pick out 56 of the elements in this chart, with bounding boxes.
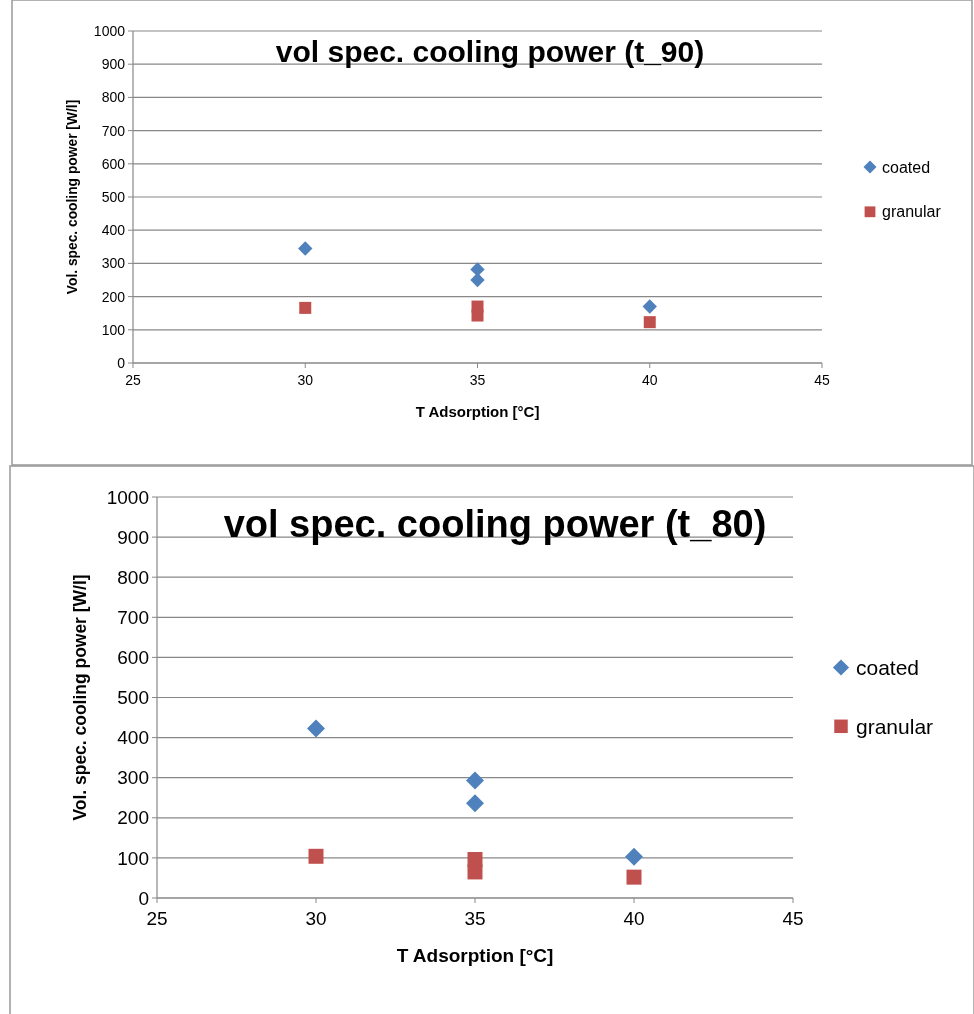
x-tick-label: 35 bbox=[464, 908, 486, 929]
y-tick-label: 700 bbox=[117, 606, 149, 628]
y-tick-label: 200 bbox=[117, 807, 149, 829]
point bbox=[642, 299, 657, 314]
point bbox=[466, 771, 484, 790]
point bbox=[466, 794, 484, 813]
point bbox=[467, 864, 483, 880]
x-axis-title: T Adsorption [°C] bbox=[415, 403, 540, 420]
y-tick-label: 800 bbox=[101, 89, 126, 106]
x-tick-label: 30 bbox=[297, 372, 314, 388]
x-tick-label: 25 bbox=[125, 372, 141, 388]
point bbox=[643, 316, 656, 329]
x-tick-label: 35 bbox=[469, 372, 486, 388]
point bbox=[471, 309, 484, 322]
y-tick-label: 800 bbox=[117, 566, 149, 588]
y-tick-label: 600 bbox=[101, 155, 126, 172]
y-axis-title: Vol. spec. cooling power [W/l] bbox=[70, 574, 90, 821]
y-tick-label: 300 bbox=[117, 767, 149, 789]
y-tick-label: 1000 bbox=[93, 22, 126, 39]
point bbox=[308, 848, 324, 864]
chart-title: vol spec. cooling power (t_80) bbox=[223, 503, 767, 545]
legend-label: granular bbox=[882, 203, 942, 221]
point bbox=[299, 301, 312, 314]
point bbox=[470, 272, 485, 288]
x-tick-label: 40 bbox=[641, 372, 658, 388]
y-tick-label: 1000 bbox=[106, 486, 149, 508]
point bbox=[470, 262, 485, 277]
x-tick-label: 45 bbox=[814, 372, 830, 388]
point bbox=[298, 241, 313, 256]
y-tick-label: 300 bbox=[101, 255, 126, 272]
y-tick-label: 900 bbox=[117, 526, 149, 548]
y-tick-label: 100 bbox=[101, 321, 126, 338]
x-tick-label: 25 bbox=[146, 908, 168, 929]
y-tick-label: 400 bbox=[101, 222, 126, 239]
legend-label: coated bbox=[882, 158, 931, 176]
y-tick-label: 0 bbox=[138, 887, 149, 909]
x-tick-label: 30 bbox=[305, 908, 327, 929]
point bbox=[625, 847, 643, 866]
x-tick-label: 40 bbox=[623, 908, 645, 929]
legend-label: coated bbox=[856, 655, 920, 679]
legend-label: granular bbox=[856, 714, 934, 738]
y-tick-label: 500 bbox=[117, 687, 149, 709]
point bbox=[307, 719, 325, 738]
x-tick-label: 45 bbox=[782, 908, 804, 929]
y-tick-label: 900 bbox=[101, 56, 126, 73]
y-tick-label: 700 bbox=[101, 122, 126, 139]
y-tick-label: 400 bbox=[117, 727, 149, 749]
x-axis-title: T Adsorption [°C] bbox=[396, 945, 554, 966]
y-tick-label: 0 bbox=[117, 354, 126, 371]
y-tick-label: 500 bbox=[101, 188, 126, 205]
point bbox=[626, 869, 642, 885]
y-tick-label: 100 bbox=[117, 847, 149, 869]
y-tick-label: 600 bbox=[117, 647, 149, 669]
y-axis-title: Vol. spec. cooling power [W/l] bbox=[65, 99, 80, 295]
y-tick-label: 200 bbox=[101, 288, 126, 305]
chart-title: vol spec. cooling power (t_90) bbox=[275, 35, 705, 68]
